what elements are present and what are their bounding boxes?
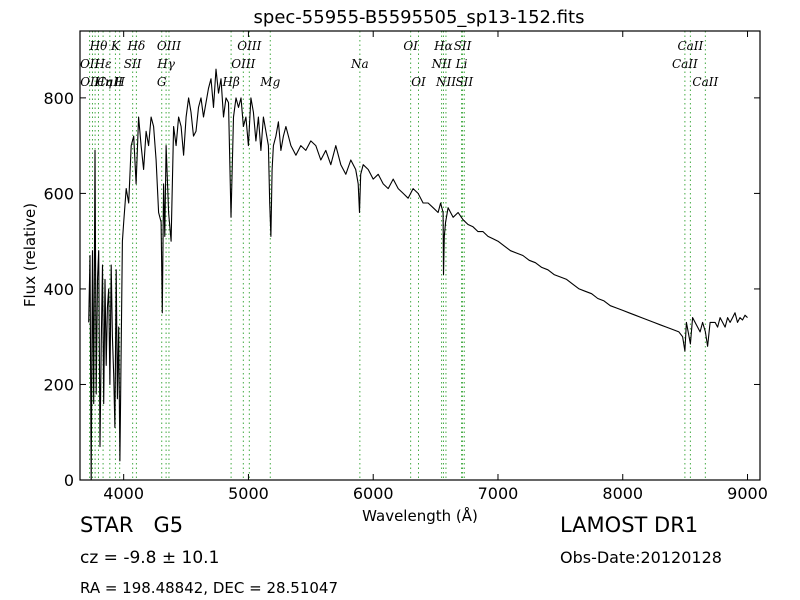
y-tick-label: 200 bbox=[43, 375, 74, 394]
line-label: Hθ bbox=[89, 39, 108, 53]
line-label: SII bbox=[455, 75, 473, 89]
axis-ticks: 4000 5000 6000 7000 8000 9000 0 200 400 600 800 bbox=[43, 31, 768, 503]
line-label: NII bbox=[431, 57, 452, 71]
line-label: Li bbox=[455, 57, 468, 71]
line-label: Hγ bbox=[156, 57, 175, 71]
chart-title: spec-55955-B5595505_sp13-152.fits bbox=[254, 7, 585, 28]
line-label: OIII bbox=[157, 39, 181, 53]
x-tick-label: 8000 bbox=[602, 484, 643, 503]
line-label: H bbox=[113, 75, 125, 89]
line-label: G bbox=[157, 75, 167, 89]
y-tick-label: 0 bbox=[64, 471, 74, 490]
line-label: Mg bbox=[259, 75, 280, 89]
line-label: Hη bbox=[93, 75, 112, 89]
plot-frame bbox=[79, 30, 761, 481]
x-axis-label: Wavelength (Å) bbox=[362, 506, 478, 525]
coordinates-readout: RA = 198.48842, DEC = 28.51047 bbox=[80, 579, 339, 597]
line-label: OI bbox=[403, 39, 418, 53]
line-label: CaII bbox=[97, 75, 123, 89]
line-label: Na bbox=[350, 57, 369, 71]
x-tick-label: 7000 bbox=[478, 484, 519, 503]
redshift-readout: cz = -9.8 ± 10.1 bbox=[80, 548, 220, 568]
y-tick-label: 400 bbox=[43, 280, 74, 299]
line-label: Hδ bbox=[127, 39, 146, 53]
object-class: STAR bbox=[80, 513, 134, 537]
x-tick-label: 4000 bbox=[103, 484, 144, 503]
observation-date: Obs-Date:20120128 bbox=[560, 548, 722, 567]
line-label: OI bbox=[411, 75, 426, 89]
line-label: Hα bbox=[433, 39, 453, 53]
x-tick-label: 6000 bbox=[353, 484, 394, 503]
line-label: SII bbox=[454, 39, 472, 53]
x-tick-label: 5000 bbox=[228, 484, 269, 503]
object-subclass: G5 bbox=[153, 513, 184, 537]
x-tick-label: 9000 bbox=[727, 484, 768, 503]
line-label: CaII bbox=[672, 57, 698, 71]
y-tick-label: 800 bbox=[43, 89, 74, 108]
spectrum-line bbox=[88, 68, 748, 481]
y-tick-label: 600 bbox=[43, 184, 74, 203]
survey-name: LAMOST DR1 bbox=[560, 513, 699, 537]
line-label: Hε bbox=[94, 57, 112, 71]
line-label: NII bbox=[435, 75, 456, 89]
y-axis-label: Flux (relative) bbox=[21, 203, 39, 307]
spectrum-series bbox=[88, 68, 748, 481]
line-label: K bbox=[110, 39, 121, 53]
line-label: OII bbox=[80, 57, 100, 71]
line-label: CaII bbox=[677, 39, 703, 53]
line-label: OII bbox=[80, 75, 100, 89]
object-classification: STAR G5 bbox=[80, 513, 183, 537]
line-label: OIII bbox=[237, 39, 261, 53]
line-label: SII bbox=[124, 57, 142, 71]
line-label: CaII bbox=[692, 75, 718, 89]
line-label: OIII bbox=[231, 57, 255, 71]
line-label: Hβ bbox=[221, 75, 239, 89]
emission-line-markers bbox=[89, 31, 706, 480]
